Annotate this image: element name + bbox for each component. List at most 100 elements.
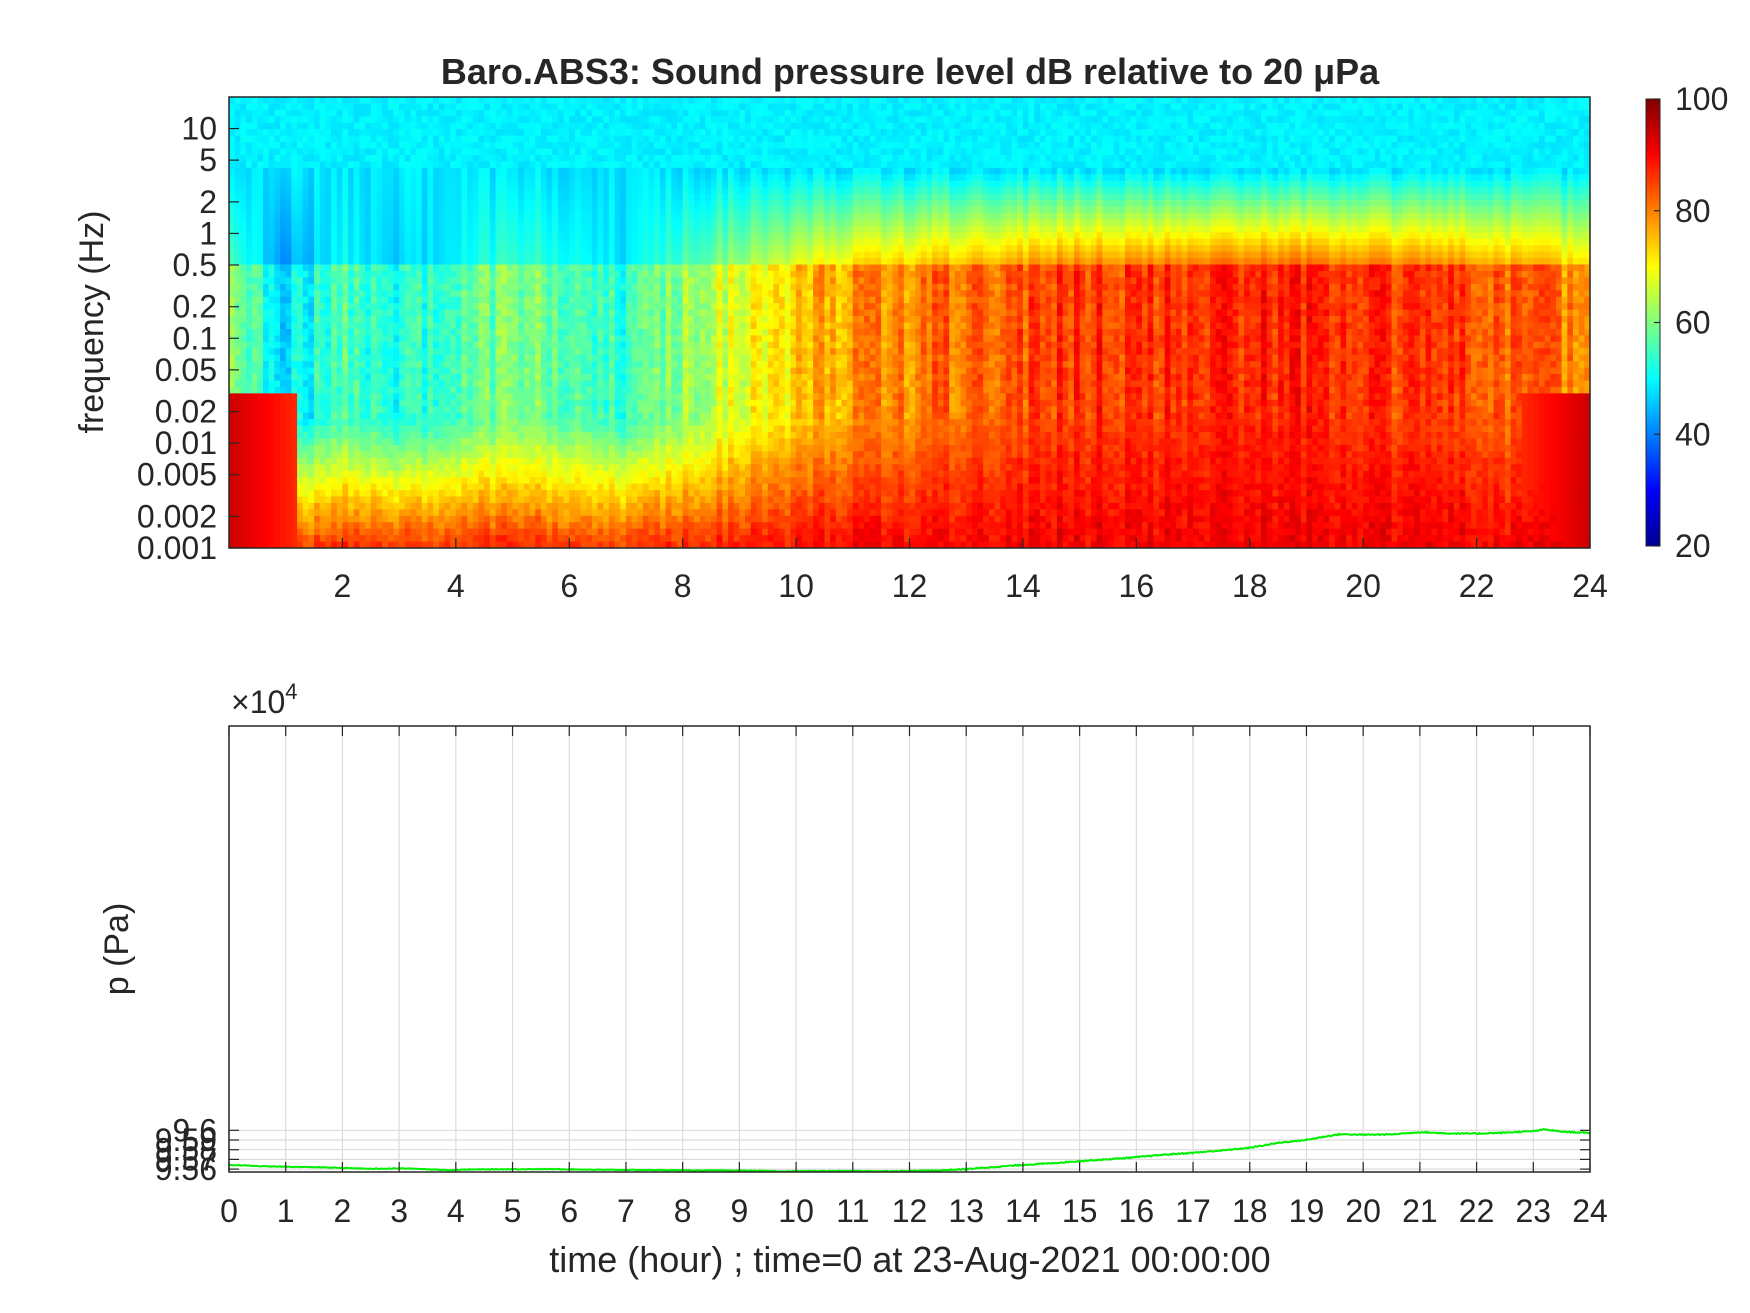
spectrogram-cell [557,238,565,246]
spectrogram-cell [336,251,344,259]
spectrogram-cell [376,122,383,130]
spectrogram-cell [302,380,309,388]
spectrogram-cell [410,129,417,137]
spectrogram-cell [631,225,638,233]
spectrogram-cell [246,477,253,485]
spectrogram-cell [342,129,349,137]
spectrogram-cell [421,457,429,465]
spectrogram-cell [342,296,349,304]
spectrogram-cell [540,290,548,298]
spectrogram-cell [569,219,576,227]
spectrogram-cell [280,541,287,548]
spectrogram-cell [518,270,525,278]
spectrogram-cell [370,354,378,362]
spectrogram-cell [342,154,349,163]
spectrogram-cell [597,232,604,240]
spectrogram-cell [410,348,417,356]
spectrogram-cell [552,135,559,143]
spectrogram-cell [319,103,326,111]
spectrogram-cell [506,187,514,195]
spectrogram-cell [489,270,497,278]
spectrogram-cell [563,496,570,504]
spectrogram-cell [399,457,406,465]
spectrogram-cell [387,348,395,356]
spectrogram-cell [591,528,599,536]
spectrogram-cell [580,206,587,214]
spectrogram-cell [359,277,366,285]
spectrogram-cell [489,200,497,208]
spectrogram-cell [444,412,451,420]
spectrogram-cell [302,341,309,349]
spectrogram-cell [501,438,508,446]
spectrogram-cell [246,109,253,117]
spectrogram-cell [285,245,292,253]
spectrogram-cell [319,212,326,221]
spectrogram-cell [438,541,446,548]
spectrogram-cell [393,399,400,407]
spectrogram-cell [314,509,321,517]
spectrogram-cell [597,444,604,452]
spectrogram-cell [461,457,468,465]
spectrogram-cell [450,109,457,117]
spectrogram-cell [501,515,508,523]
spectrogram-cell [336,399,344,407]
spectrogram-cell [274,129,281,137]
spectrogram-cell [540,367,548,375]
spectrogram-cell [336,457,344,465]
spectrogram-cell [404,142,412,150]
spectrogram-cell [489,161,497,169]
spectrogram-cell [234,277,241,285]
spectrogram-cell [353,296,361,304]
spectrogram-cell [557,470,565,478]
spectrogram-cell [484,515,491,523]
spectrogram-cell [348,515,355,523]
spectrogram-cell [399,219,406,227]
spectrogram-cell [580,180,587,188]
spectrogram-cell [529,522,536,530]
spectrogram-cell [257,97,264,105]
spectrogram-cell [495,470,502,478]
spectrogram-cell [297,116,304,124]
spectrogram-cell [557,316,565,324]
spectrogram-cell [348,425,355,433]
spectrogram-cell [319,419,326,427]
spectrogram-cell [557,135,565,143]
spectrogram-cell [506,457,514,465]
spectrogram-cell [365,393,372,401]
spectrogram-cell [540,161,548,169]
spectrogram-cell [620,477,627,485]
spectrogram-cell [297,496,304,504]
spectrogram-cell [416,399,423,407]
spectrogram-cell [591,174,599,182]
spectrogram-cell [348,180,355,188]
spectrogram-cell [614,148,621,156]
spectrogram-cell [625,109,633,117]
spectrogram-cell [574,490,582,498]
spectrogram-cell [393,419,400,427]
spectrogram-cell [574,238,582,246]
spectrogram-cell [370,283,378,291]
spectrogram-cell [229,328,236,336]
spectrogram-cell [280,109,287,117]
spectrogram-cell [455,425,463,433]
spectrogram-cell [342,161,349,169]
spectrogram-cell [433,290,440,298]
spectrogram-cell [552,303,559,311]
spectrogram-cell [382,309,389,317]
spectrogram-cell [614,444,621,452]
spectrogram-cell [370,528,378,536]
spectrogram-cell [580,335,587,343]
spectrogram-cell [574,251,582,259]
spectrogram-cell [410,361,417,369]
spectrogram-cell [399,464,406,472]
spectrogram-cell [591,438,599,446]
spectrogram-cell [614,225,621,233]
spectrogram-cell [331,335,338,343]
spectrogram-cell [251,380,258,388]
spectrogram-cell [591,490,599,498]
spectrogram-cell [552,477,559,485]
spectrogram-cell [552,515,559,523]
spectrogram-cell [416,187,423,195]
spectrogram-cell [421,341,429,349]
spectrogram-cell [433,245,440,253]
